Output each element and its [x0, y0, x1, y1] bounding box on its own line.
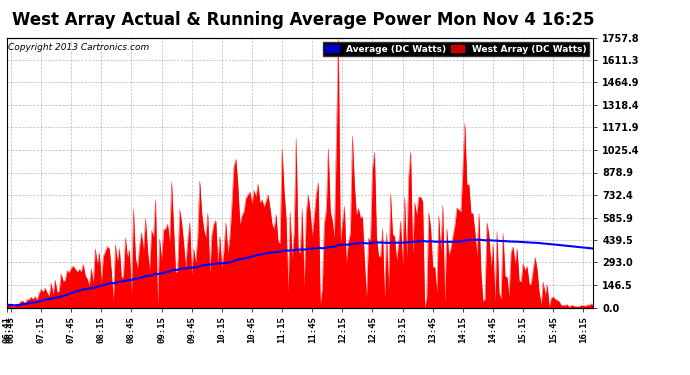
Text: Copyright 2013 Cartronics.com: Copyright 2013 Cartronics.com	[8, 43, 149, 52]
Text: West Array Actual & Running Average Power Mon Nov 4 16:25: West Array Actual & Running Average Powe…	[12, 11, 595, 29]
Legend: Average (DC Watts), West Array (DC Watts): Average (DC Watts), West Array (DC Watts…	[323, 42, 589, 56]
